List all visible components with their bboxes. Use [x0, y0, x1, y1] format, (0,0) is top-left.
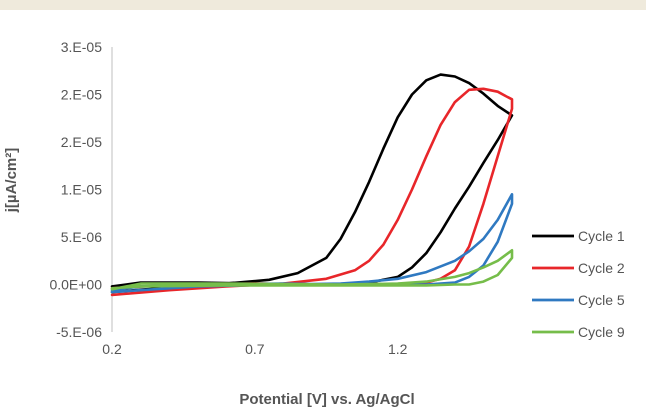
- x-tick-label: 0.7: [245, 341, 265, 357]
- y-tick-label: 2.E-05: [61, 87, 102, 103]
- legend-label: Cycle 1: [578, 228, 625, 244]
- y-tick-label: -5.E-06: [56, 324, 102, 340]
- y-axis-title: j[µA/cm²]: [3, 148, 20, 213]
- legend-label: Cycle 9: [578, 324, 625, 340]
- x-axis-title: Potential [V] vs. Ag/AgCl: [239, 391, 414, 408]
- legend-label: Cycle 2: [578, 260, 625, 276]
- legend-label: Cycle 5: [578, 292, 625, 308]
- y-tick-label: 5.E-06: [61, 229, 102, 245]
- y-tick-label: 2.E-05: [61, 134, 102, 150]
- y-tick-label: 3.E-05: [61, 39, 102, 55]
- series-line-cycle-2: [110, 87, 514, 297]
- top-rule: [0, 0, 646, 10]
- legend-layer: Cycle 1 Cycle 2 Cycle 5 Cycle 9: [532, 228, 625, 340]
- series-line-cycle-9: [110, 249, 514, 291]
- x-tick-label: 0.2: [102, 341, 122, 357]
- y-tick-label: 0.0E+00: [49, 277, 102, 293]
- y-tick-label: 1.E-05: [61, 182, 102, 198]
- series-layer: [110, 73, 514, 297]
- ticks-layer: -5.E-06 0.0E+00 5.E-06 1.E-05 2.E-05 2.E-05 3.…: [49, 39, 407, 357]
- x-tick-label: 1.2: [388, 341, 408, 357]
